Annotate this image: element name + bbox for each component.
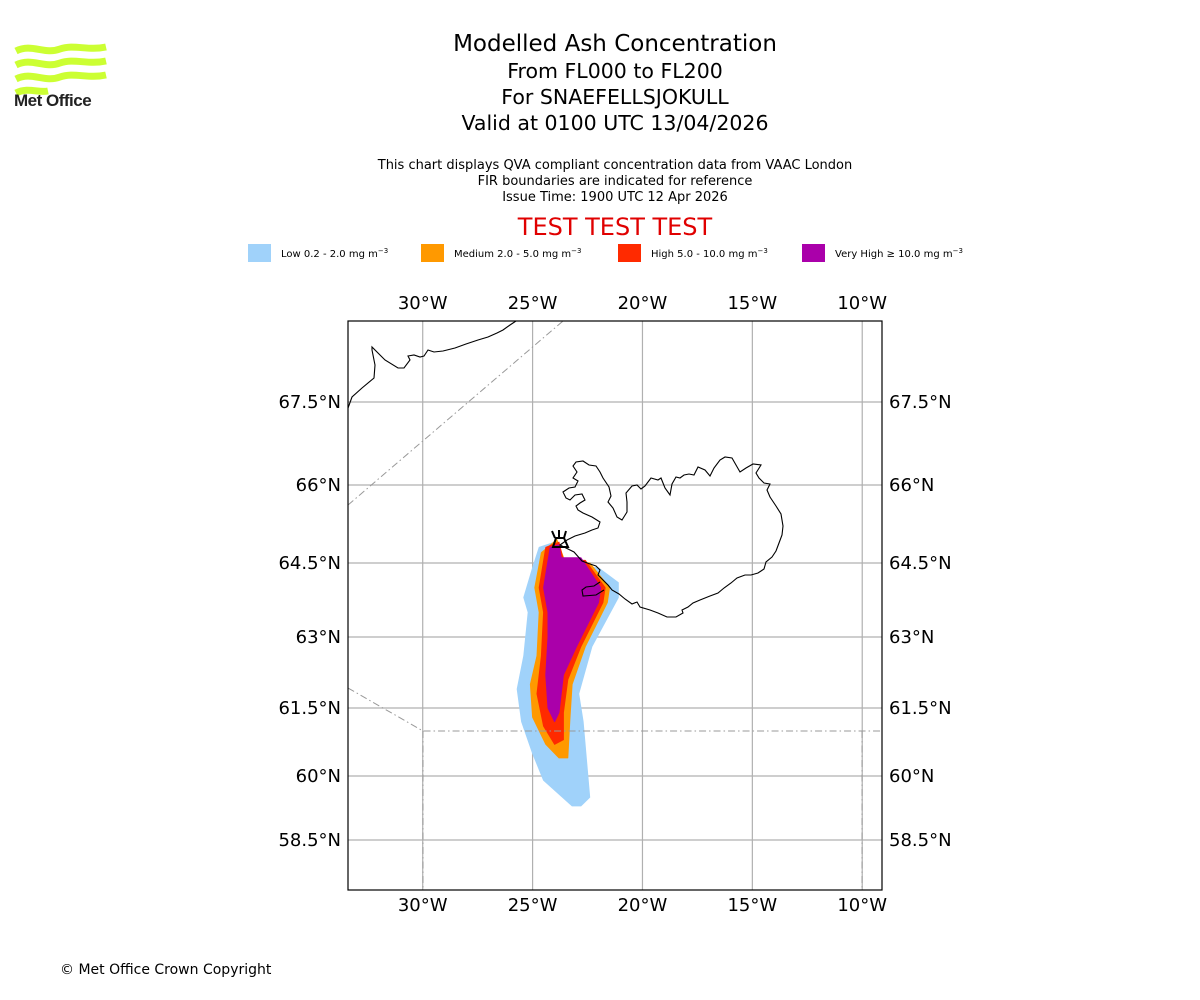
chart-notes: This chart displays QVA compliant concen… bbox=[300, 158, 930, 206]
legend-label-high: High 5.0 - 10.0 mg m−3 bbox=[651, 246, 768, 260]
ash-very-high-area bbox=[543, 544, 602, 723]
x-tick-label-top: 20°W bbox=[618, 293, 668, 314]
met-office-logo-icon bbox=[14, 43, 107, 97]
valid-time: Valid at 0100 UTC 13/04/2026 bbox=[461, 111, 769, 135]
reykjanes-coastline bbox=[581, 581, 605, 597]
x-tick-label-top: 25°W bbox=[508, 293, 558, 314]
x-tick-label-top: 30°W bbox=[398, 293, 448, 314]
legend-item-medium: Medium 2.0 - 5.0 mg m−3 bbox=[421, 244, 581, 262]
axis-ticks: 30°W 30°W 25°W 25°W 20°W 20°W 15°W 15°W 10°W 10°W… bbox=[278, 293, 951, 916]
ash-plume bbox=[516, 539, 619, 807]
flight-levels: From FL000 to FL200 bbox=[507, 59, 723, 83]
x-tick-label-bottom: 20°W bbox=[618, 895, 668, 916]
legend-swatch-medium bbox=[421, 244, 444, 262]
y-tick-label-left: 63°N bbox=[296, 627, 341, 648]
chart-title: Modelled Ash Concentration bbox=[453, 31, 777, 57]
x-tick-label-top: 10°W bbox=[837, 293, 887, 314]
legend-item-high: High 5.0 - 10.0 mg m−3 bbox=[618, 244, 768, 262]
fir-boundary-greenland-iceland bbox=[348, 321, 564, 506]
y-tick-label-left: 58.5°N bbox=[278, 830, 341, 851]
coastlines bbox=[348, 321, 784, 618]
x-tick-label-top: 15°W bbox=[727, 293, 777, 314]
x-tick-label-bottom: 30°W bbox=[398, 895, 448, 916]
test-banner: TEST TEST TEST bbox=[517, 213, 713, 241]
y-tick-label-left: 66°N bbox=[296, 475, 341, 496]
y-tick-label-left: 67.5°N bbox=[278, 392, 341, 413]
chart-titles: Modelled Ash Concentration From FL000 to… bbox=[300, 30, 930, 136]
greenland-coastline bbox=[348, 321, 517, 409]
fir-boundary-shanwick-reykjavik bbox=[348, 687, 882, 732]
y-tick-label-right: 63°N bbox=[889, 627, 934, 648]
copyright: © Met Office Crown Copyright bbox=[60, 962, 272, 978]
graticule bbox=[348, 321, 882, 890]
y-tick-label-right: 66°N bbox=[889, 475, 934, 496]
legend-item-very-high: Very High ≥ 10.0 mg m−3 bbox=[802, 244, 963, 262]
note-qva: This chart displays QVA compliant concen… bbox=[377, 158, 853, 173]
note-fir: FIR boundaries are indicated for referen… bbox=[477, 174, 753, 189]
legend-swatch-high bbox=[618, 244, 641, 262]
legend-label-medium: Medium 2.0 - 5.0 mg m−3 bbox=[454, 246, 582, 260]
y-tick-label-right: 58.5°N bbox=[889, 830, 952, 851]
y-tick-label-right: 67.5°N bbox=[889, 392, 952, 413]
x-tick-label-bottom: 15°W bbox=[727, 895, 777, 916]
iceland-coastline bbox=[558, 456, 784, 618]
y-tick-label-left: 61.5°N bbox=[278, 698, 341, 719]
x-tick-label-bottom: 25°W bbox=[508, 895, 558, 916]
x-tick-label-bottom: 10°W bbox=[837, 895, 887, 916]
fir-boundaries bbox=[348, 321, 882, 890]
legend-swatch-low bbox=[248, 244, 271, 262]
legend-swatch-very-high bbox=[802, 244, 825, 262]
y-tick-label-right: 60°N bbox=[889, 766, 934, 787]
met-office-logo-text: Met Office bbox=[14, 91, 92, 110]
y-tick-label-left: 64.5°N bbox=[278, 553, 341, 574]
legend-item-low: Low 0.2 - 2.0 mg m−3 bbox=[248, 244, 388, 262]
legend-label-very-high: Very High ≥ 10.0 mg m−3 bbox=[835, 246, 963, 260]
legend-label-low: Low 0.2 - 2.0 mg m−3 bbox=[281, 246, 389, 260]
legend: Low 0.2 - 2.0 mg m−3 Medium 2.0 - 5.0 mg… bbox=[0, 244, 1200, 264]
volcano-name: For SNAEFELLSJOKULL bbox=[501, 85, 729, 109]
issue-time: Issue Time: 1900 UTC 12 Apr 2026 bbox=[502, 190, 728, 205]
volcano-marker-icon bbox=[551, 530, 570, 548]
map-frame bbox=[347, 320, 883, 891]
y-tick-label-right: 64.5°N bbox=[889, 553, 952, 574]
y-tick-label-right: 61.5°N bbox=[889, 698, 952, 719]
y-tick-label-left: 60°N bbox=[296, 766, 341, 787]
